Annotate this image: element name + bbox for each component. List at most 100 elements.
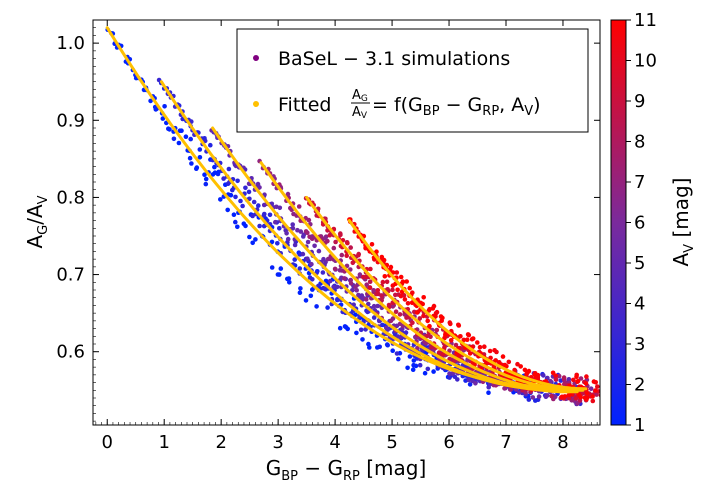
sim-point	[235, 224, 240, 230]
sim-point	[382, 274, 388, 279]
sim-point	[403, 330, 409, 335]
sim-point	[348, 281, 354, 286]
sim-point	[552, 394, 558, 400]
y-tick-label: 0.8	[56, 187, 85, 208]
sim-point	[588, 386, 594, 392]
sim-point	[308, 293, 314, 299]
x-tick-label: 0	[102, 432, 113, 453]
colorbar-tick-label: 7	[634, 172, 645, 193]
sim-point	[332, 266, 338, 272]
legend-label-fitted-formula: = f(GBP − GRP, AV)	[372, 94, 541, 119]
sim-point	[431, 303, 437, 309]
sim-point	[415, 345, 420, 351]
sim-point	[367, 279, 373, 285]
sim-point	[226, 166, 232, 172]
sim-point	[366, 301, 371, 307]
sim-point	[325, 305, 330, 310]
sim-point	[233, 219, 238, 225]
y-tick-label: 0.9	[56, 110, 85, 131]
sim-point	[559, 394, 565, 400]
sim-point	[305, 230, 310, 236]
sim-point	[297, 290, 303, 296]
sim-point	[257, 185, 262, 190]
sim-point	[533, 398, 538, 403]
sim-point	[455, 377, 460, 382]
sim-point	[397, 312, 403, 317]
x-tick-label: 6	[443, 432, 454, 453]
sim-point	[331, 245, 337, 251]
sim-point	[356, 253, 361, 258]
sim-point	[358, 327, 364, 333]
sim-point	[179, 128, 184, 133]
sim-point	[367, 345, 372, 350]
y-tick-label: 0.7	[56, 265, 85, 286]
sim-point	[202, 172, 207, 177]
sim-point	[285, 191, 291, 197]
sim-point	[504, 363, 509, 369]
sim-point	[231, 212, 237, 217]
sim-point	[286, 276, 292, 281]
sim-point	[434, 327, 440, 333]
sim-point	[584, 397, 589, 402]
sim-point	[285, 236, 291, 242]
sim-point	[246, 189, 252, 195]
sim-point	[335, 297, 340, 303]
sim-point	[305, 239, 311, 245]
sim-point	[290, 226, 296, 231]
sim-point	[371, 288, 376, 293]
sim-point	[338, 231, 343, 236]
sim-point	[425, 318, 431, 324]
sim-point	[233, 194, 238, 200]
sim-point	[354, 330, 359, 336]
sim-point	[250, 213, 255, 219]
sim-point	[515, 361, 520, 367]
sim-point	[353, 312, 358, 318]
sim-point	[466, 332, 472, 338]
sim-point	[255, 203, 261, 208]
sim-point	[235, 178, 240, 184]
sim-point	[238, 198, 243, 204]
sim-point	[500, 354, 506, 359]
sim-point	[194, 166, 199, 171]
fit-curve-av-11	[347, 219, 588, 391]
legend-label-fitted-prefix: Fitted	[278, 94, 331, 116]
sim-point	[442, 345, 447, 350]
sim-point	[377, 344, 383, 350]
sim-point	[379, 293, 384, 298]
sim-point	[298, 229, 304, 234]
sim-point	[284, 231, 289, 236]
sim-point	[402, 297, 408, 302]
sim-point	[413, 363, 419, 369]
sim-point	[339, 252, 345, 258]
colorbar-tick-label: 3	[634, 334, 645, 355]
sim-point	[461, 337, 467, 343]
sim-point	[482, 344, 487, 350]
y-axis-label: AG/AV	[23, 195, 51, 248]
sim-point	[394, 351, 400, 356]
sim-point	[364, 282, 370, 288]
sim-point	[417, 362, 423, 368]
sim-point	[590, 398, 596, 404]
colorbar-tick-label: 11	[634, 10, 657, 31]
sim-point	[466, 377, 472, 383]
colorbar-tick-label: 8	[634, 132, 645, 153]
sim-point	[292, 242, 298, 248]
sim-point	[312, 243, 317, 249]
sim-point	[171, 136, 177, 142]
fit-curve-av-7	[259, 161, 579, 394]
sim-point	[467, 351, 473, 356]
sim-point	[567, 392, 572, 398]
sim-point	[240, 203, 245, 209]
sim-point	[345, 240, 350, 246]
sim-point	[428, 334, 433, 340]
sim-point	[307, 275, 313, 280]
sim-point	[456, 352, 462, 358]
sim-point	[566, 395, 572, 401]
sim-point	[262, 211, 267, 217]
legend-frac-denominator: AV	[352, 105, 368, 121]
sim-point	[390, 348, 396, 354]
sim-point	[320, 270, 326, 275]
sim-point	[448, 338, 454, 343]
sim-point	[407, 285, 413, 291]
